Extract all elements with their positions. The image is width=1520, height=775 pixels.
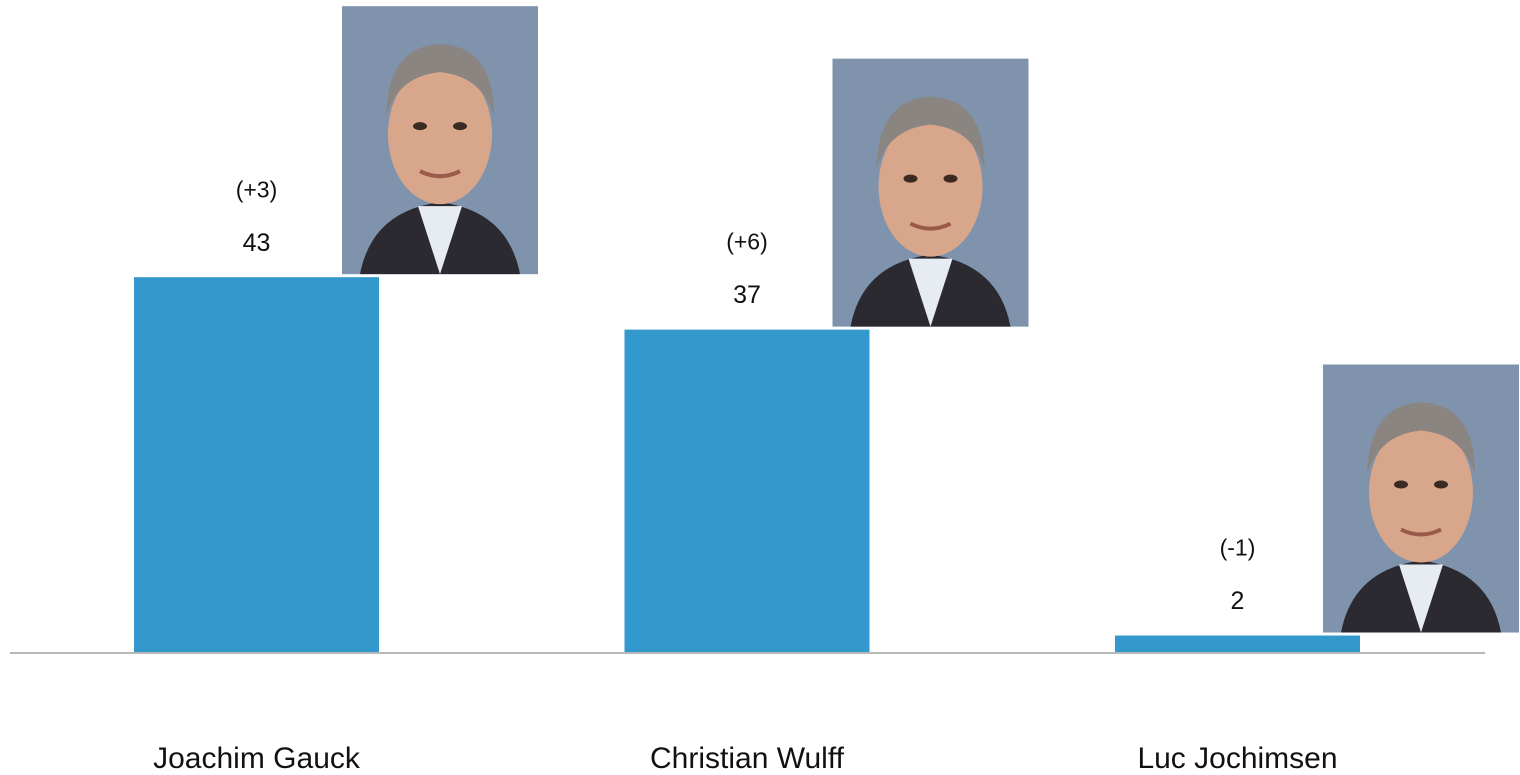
portrait (830, 56, 1031, 329)
x-tick-label: Christian Wulff (650, 742, 845, 775)
change-label: (+6) (726, 229, 768, 255)
portrait (340, 4, 540, 277)
change-label: (+3) (236, 176, 278, 202)
bar (1115, 635, 1360, 653)
data-label: 37 (733, 281, 761, 309)
x-tick-label: Luc Jochimsen (1137, 742, 1337, 775)
data-label: 2 (1231, 587, 1245, 615)
bar (134, 277, 379, 653)
data-label: 43 (243, 229, 271, 257)
change-label: (-1) (1220, 535, 1256, 561)
x-tick-label: Joachim Gauck (153, 742, 361, 775)
portrait (1321, 362, 1520, 635)
bar (624, 329, 870, 653)
